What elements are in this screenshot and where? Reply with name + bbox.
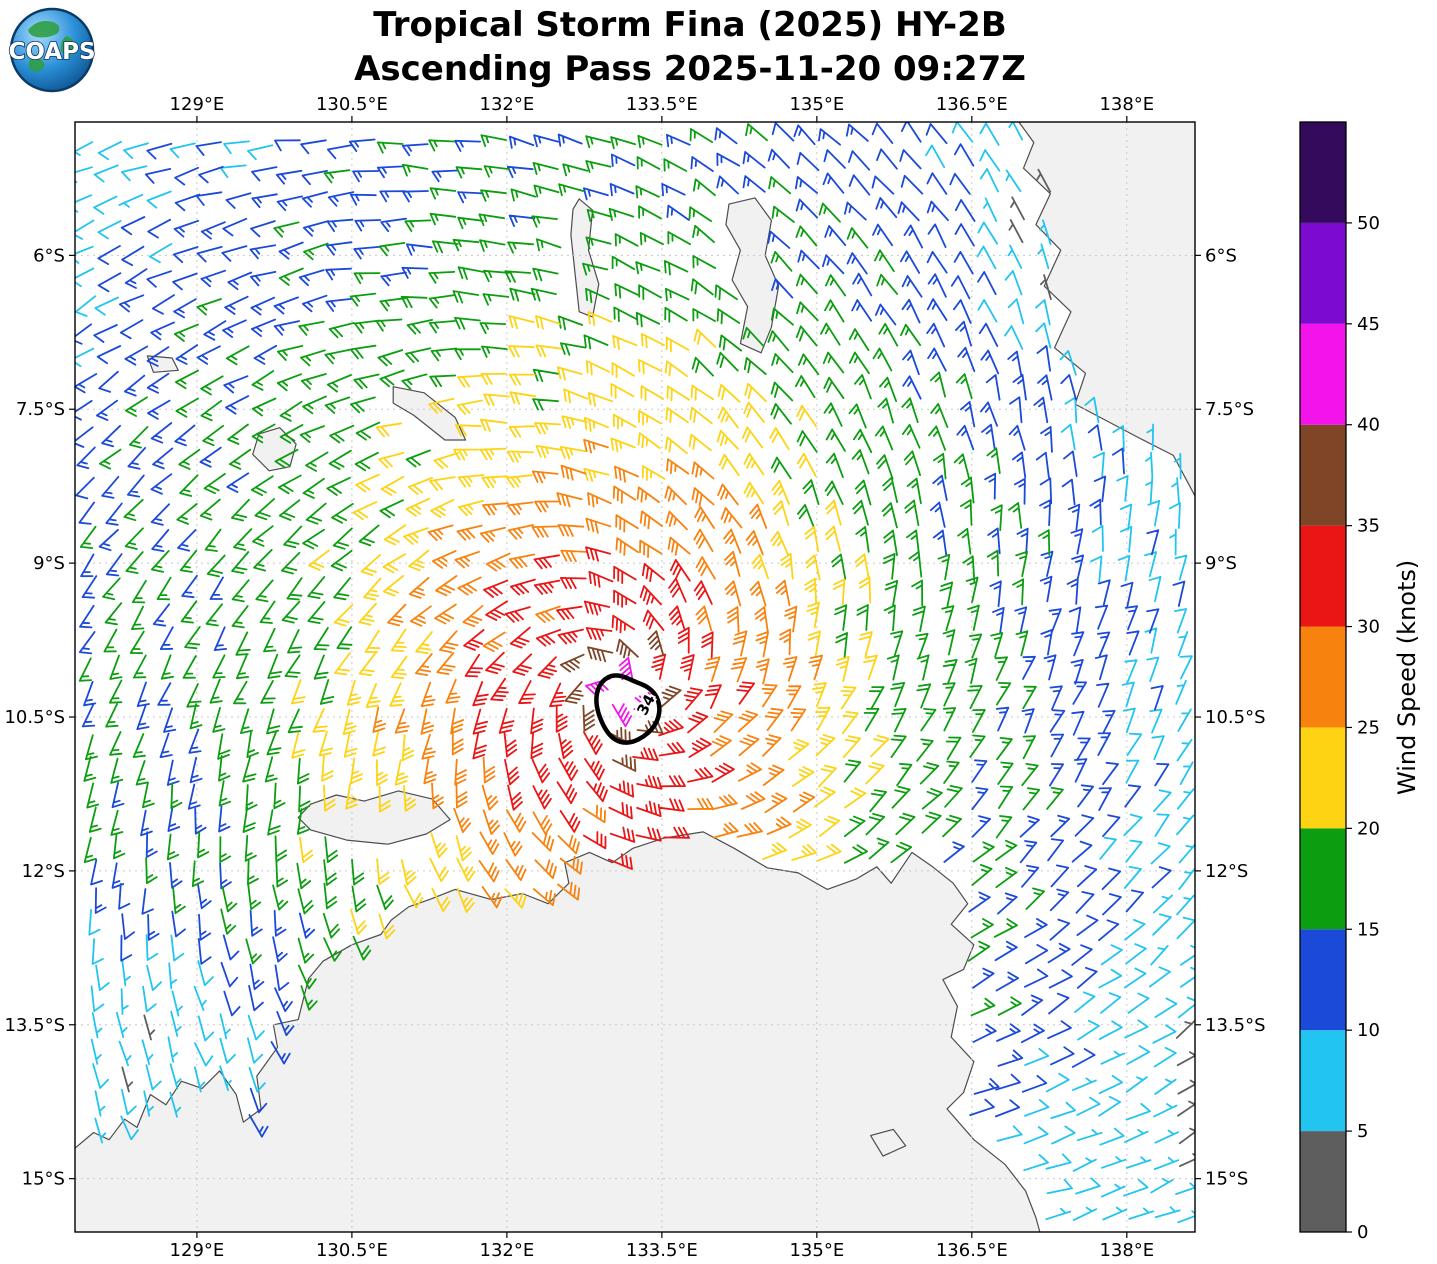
lon-tick-label-bottom: 133.5°E <box>626 1240 698 1261</box>
land-babar_island <box>252 427 297 472</box>
wind-barb-path <box>559 630 682 772</box>
lat-tick-label-right: 10.5°S <box>1205 707 1266 728</box>
land-aru_islands <box>725 197 780 354</box>
lat-tick-label-right: 15°S <box>1205 1169 1248 1190</box>
lat-tick-label-left: 12°S <box>22 861 65 882</box>
contour-34kt <box>594 673 662 745</box>
colorbar-segment <box>1300 727 1346 829</box>
land-australia <box>75 831 1041 1232</box>
colorbar-segment <box>1300 828 1346 930</box>
lon-tick-label-top: 130.5°E <box>316 94 388 115</box>
lat-tick-label-right: 6°S <box>1205 245 1237 266</box>
lon-tick-label-top: 138°E <box>1099 94 1154 115</box>
plot-title-line1: Tropical Storm Fina (2025) HY-2B <box>373 5 1007 45</box>
colorbar-tick-label: 15 <box>1357 919 1380 940</box>
colorbar-segment <box>1300 1030 1346 1132</box>
colorbar-tick-label: 35 <box>1357 516 1380 537</box>
lat-tick-label-left: 13.5°S <box>4 1015 65 1036</box>
lat-tick-label-right: 7.5°S <box>1205 399 1254 420</box>
coaps-logo-text: COAPS <box>8 39 95 65</box>
lon-tick-label-top: 129°E <box>170 94 225 115</box>
tick-labels: 129°E 129°E 130.5°E 130.5°E 132°E 132°E 133.5°… <box>4 94 1265 1261</box>
wind-barb-path <box>585 657 659 728</box>
colorbar-segment <box>1300 929 1346 1031</box>
lon-tick-label-bottom: 129°E <box>170 1240 225 1261</box>
map-border <box>74 121 1196 1233</box>
coaps-logo-globe: COAPS <box>8 7 96 93</box>
lat-tick-label-left: 15°S <box>22 1169 65 1190</box>
colorbar-border <box>1299 121 1347 1233</box>
land-small_island_se <box>870 1128 907 1157</box>
lon-tick-label-bottom: 132°E <box>480 1240 535 1261</box>
colorbar-tick-label: 5 <box>1357 1121 1368 1142</box>
colorbar-segment <box>1300 122 1346 223</box>
plot-title: Tropical Storm Fina (2025) HY-2B Ascendi… <box>0 4 1380 91</box>
land-kai_islands <box>570 198 600 318</box>
colorbar-segment <box>1300 222 1346 324</box>
wind-barb-path <box>291 311 890 940</box>
colorbar-tick-label: 0 <box>1357 1222 1368 1243</box>
land-melville_island <box>297 790 451 845</box>
lat-tick-label-right: 13.5°S <box>1205 1015 1266 1036</box>
colorbar-segment <box>1300 424 1346 526</box>
colorbar-tick-label: 45 <box>1357 314 1380 335</box>
wind-barb-path <box>75 122 1186 1138</box>
plot-title-line2: Ascending Pass 2025-11-20 09:27Z <box>354 48 1026 89</box>
colorbar: 0 5 10 15 20 25 30 35 40 45 50 <box>1299 121 1380 1243</box>
globe-continent <box>60 36 76 57</box>
colorbar-tick-label: 25 <box>1357 717 1380 738</box>
lon-tick-label-bottom: 138°E <box>1099 1240 1154 1261</box>
lon-tick-label-top: 135°E <box>789 94 844 115</box>
wind-barb-path <box>372 438 823 909</box>
wind-barb-layer <box>75 122 1195 1224</box>
lat-tick-label-left: 10.5°S <box>4 707 65 728</box>
colorbar-tick-label: 10 <box>1357 1020 1380 1041</box>
wind-barb-path <box>78 123 1064 1017</box>
colorbar-tick-label: 40 <box>1357 415 1380 436</box>
wind-barb-path <box>463 546 755 870</box>
lat-tick-label-right: 12°S <box>1205 861 1248 882</box>
lat-tick-label-left: 7.5°S <box>16 399 65 420</box>
wind-barb-path <box>75 122 1195 1224</box>
coaps-logo: COAPS <box>8 6 96 94</box>
lon-tick-label-bottom: 136.5°E <box>936 1240 1008 1261</box>
lat-tick-label-left: 9°S <box>33 553 65 574</box>
lat-tick-label-right: 9°S <box>1205 553 1237 574</box>
colorbar-segment <box>1300 525 1346 627</box>
colorbar-segment <box>1300 1131 1346 1232</box>
land-tanimbar_islands <box>392 386 467 441</box>
tick-marks <box>69 116 1201 1238</box>
lon-tick-label-top: 136.5°E <box>936 94 1008 115</box>
colorbar-tick-label: 50 <box>1357 213 1380 234</box>
lon-tick-label-top: 133.5°E <box>626 94 698 115</box>
land-papua_aru_coast <box>1018 122 1195 498</box>
colorbar-segment <box>1300 323 1346 425</box>
lat-tick-label-left: 6°S <box>33 245 65 266</box>
globe-continent <box>28 58 45 72</box>
land-layer <box>75 122 1195 1232</box>
colorbar-segment <box>1300 626 1346 728</box>
globe-continent <box>28 21 60 38</box>
colorbar-tick-label: 30 <box>1357 617 1380 638</box>
lon-tick-label-bottom: 130.5°E <box>316 1240 388 1261</box>
wind-barb-path <box>121 168 1195 1167</box>
lon-tick-label-bottom: 135°E <box>789 1240 844 1261</box>
colorbar-tick-label: 20 <box>1357 818 1380 839</box>
lon-tick-label-top: 132°E <box>480 94 535 115</box>
colorbar-title: Wind Speed (knots) <box>1393 559 1421 795</box>
